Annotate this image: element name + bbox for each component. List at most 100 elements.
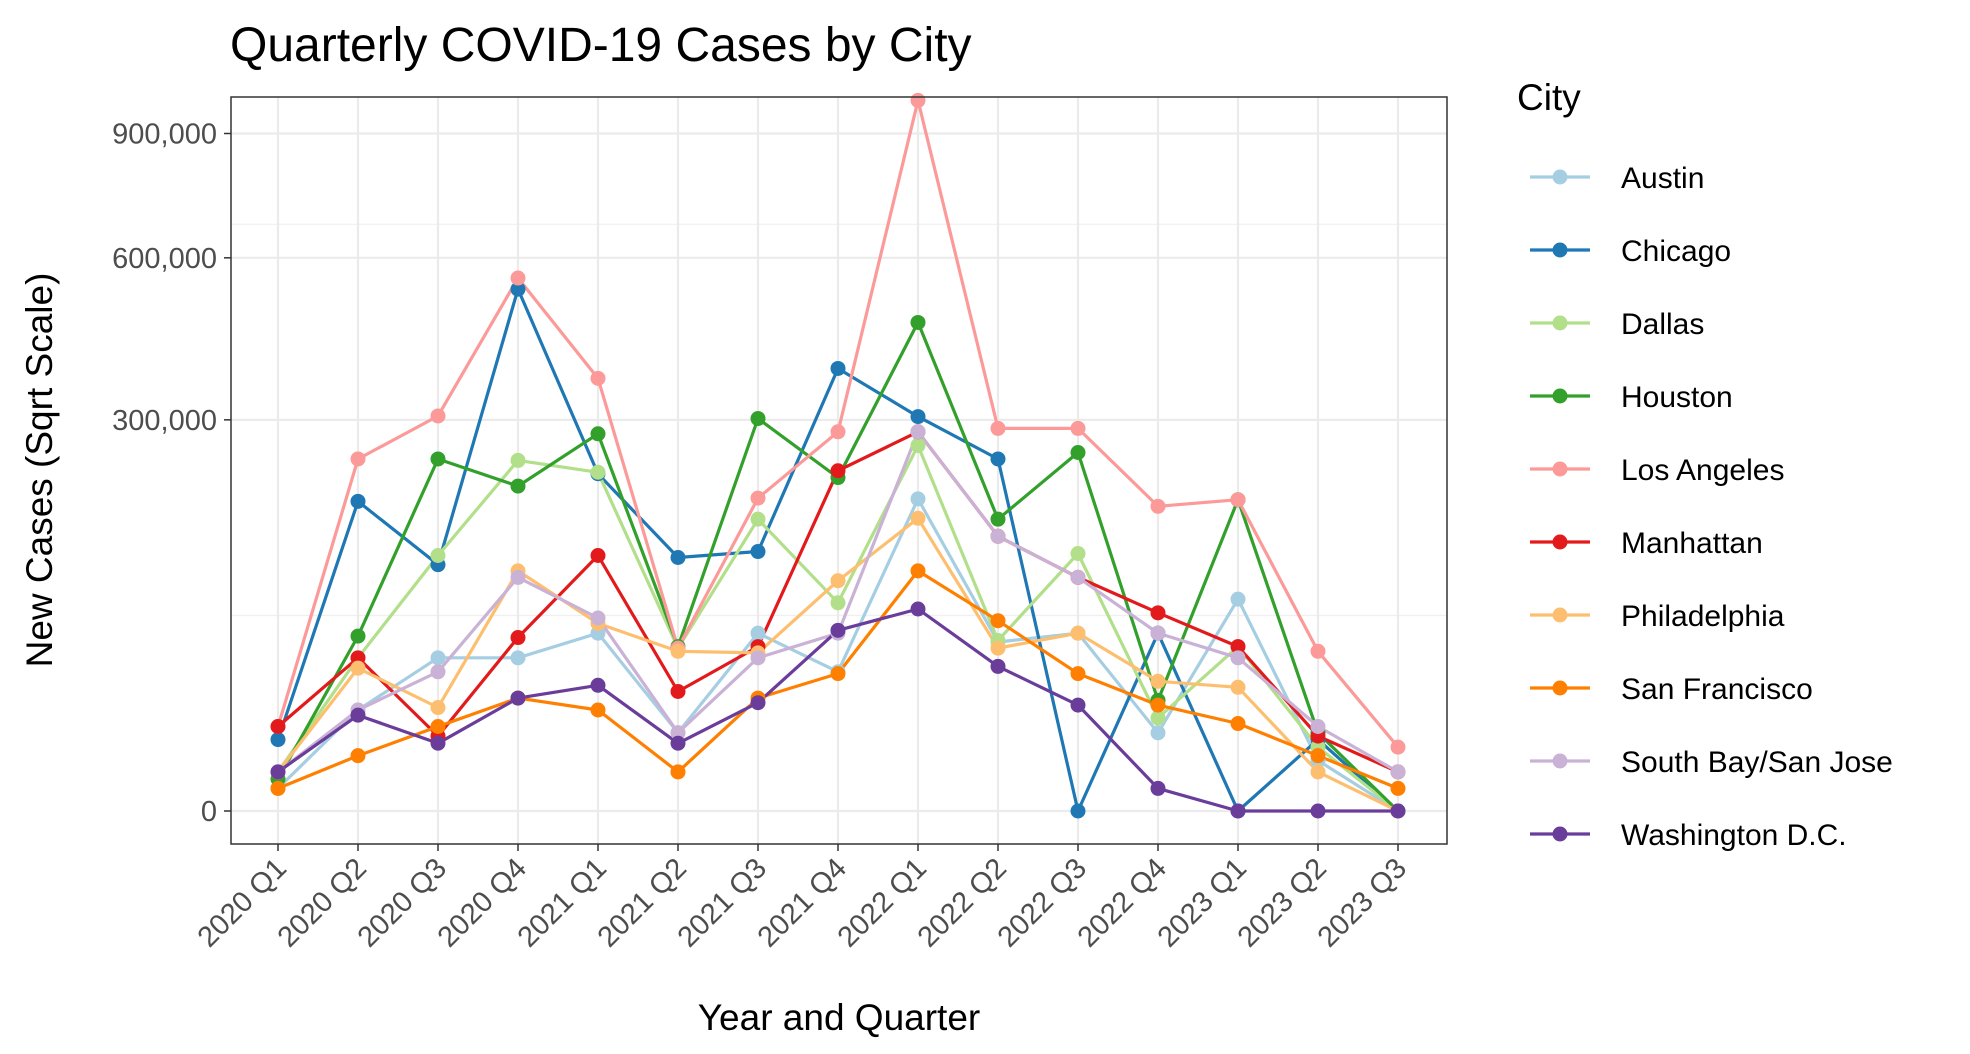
data-point — [510, 281, 526, 297]
data-point — [1230, 591, 1246, 607]
data-point — [830, 595, 846, 611]
legend-key-point — [1552, 680, 1568, 696]
legend-key-point — [1552, 826, 1568, 842]
legend-label: Austin — [1621, 162, 1704, 195]
data-point — [990, 451, 1006, 467]
data-point — [1230, 679, 1246, 695]
data-point — [670, 735, 686, 751]
data-point — [750, 695, 766, 711]
data-point — [1310, 748, 1326, 764]
legend-label: Washington D.C. — [1621, 819, 1847, 852]
legend-key-point — [1552, 388, 1568, 404]
x-axis-title: Year and Quarter — [698, 997, 981, 1038]
data-point — [670, 725, 686, 741]
data-point — [1390, 739, 1406, 755]
legend-key-point — [1552, 607, 1568, 623]
data-point — [990, 658, 1006, 674]
data-point — [590, 547, 606, 563]
panel-border — [230, 96, 1448, 845]
legend-label: Dallas — [1621, 308, 1704, 341]
data-point — [1230, 803, 1246, 819]
data-point — [510, 270, 526, 286]
legend-label: Philadelphia — [1621, 600, 1785, 633]
data-point — [590, 464, 606, 480]
y-tick-label: 0 — [201, 796, 217, 828]
data-point — [670, 764, 686, 780]
data-point — [1150, 725, 1166, 741]
data-point — [1230, 492, 1246, 508]
data-point — [910, 409, 926, 425]
data-point — [430, 664, 446, 680]
data-point — [1150, 780, 1166, 796]
data-point — [430, 735, 446, 751]
data-point — [990, 613, 1006, 629]
data-point — [510, 569, 526, 585]
data-point — [830, 622, 846, 638]
data-point — [590, 677, 606, 693]
data-point — [350, 707, 366, 723]
data-point — [510, 630, 526, 646]
legend-label: Chicago — [1621, 235, 1731, 268]
y-axis-title: New Cases (Sqrt Scale) — [19, 273, 60, 668]
legend-label: South Bay/San Jose — [1621, 746, 1893, 779]
data-point — [430, 547, 446, 563]
data-point — [830, 573, 846, 589]
data-point — [1230, 639, 1246, 655]
data-point — [910, 601, 926, 617]
data-point — [1070, 803, 1086, 819]
data-point — [910, 424, 926, 440]
data-point — [1150, 710, 1166, 726]
legend-key-point — [1552, 315, 1568, 331]
data-point — [510, 650, 526, 666]
data-point — [910, 314, 926, 330]
legend-label: Los Angeles — [1621, 454, 1784, 487]
data-point — [750, 511, 766, 527]
data-point — [590, 370, 606, 386]
data-point — [830, 360, 846, 376]
data-point — [270, 764, 286, 780]
data-point — [1070, 666, 1086, 682]
y-tick-label: 900,000 — [112, 119, 217, 151]
data-point — [430, 408, 446, 424]
data-point — [750, 411, 766, 427]
data-point — [1310, 719, 1326, 735]
data-point — [430, 451, 446, 467]
chart-title: Quarterly COVID-19 Cases by City — [230, 19, 972, 72]
data-point — [1070, 697, 1086, 713]
legend-key-point — [1552, 753, 1568, 769]
data-point — [830, 666, 846, 682]
legend-key-point — [1552, 534, 1568, 550]
data-point — [590, 426, 606, 442]
data-point — [1310, 803, 1326, 819]
data-point — [910, 491, 926, 507]
data-point — [1150, 673, 1166, 689]
legend-title: City — [1517, 77, 1581, 118]
data-point — [1150, 605, 1166, 621]
data-point — [670, 684, 686, 700]
legend-label: San Francisco — [1621, 673, 1813, 706]
data-point — [1230, 650, 1246, 666]
data-point — [830, 463, 846, 479]
data-point — [510, 452, 526, 468]
legend-label: Houston — [1621, 381, 1733, 414]
data-point — [750, 650, 766, 666]
y-tick-label: 600,000 — [112, 243, 217, 275]
data-point — [1310, 643, 1326, 659]
data-point — [990, 528, 1006, 544]
data-point — [1310, 764, 1326, 780]
data-point — [1150, 697, 1166, 713]
data-point — [1150, 625, 1166, 641]
plot-panel — [230, 92, 1448, 845]
data-point — [910, 92, 926, 108]
data-point — [1390, 803, 1406, 819]
x-tick-label: 2023 Q3 — [1312, 852, 1413, 953]
data-point — [430, 650, 446, 666]
y-axis: 0 300,000 600,000 900,000 — [112, 119, 231, 828]
data-point — [350, 451, 366, 467]
data-point — [270, 732, 286, 748]
data-point — [910, 510, 926, 526]
data-point — [270, 719, 286, 735]
data-point — [1230, 716, 1246, 732]
data-point — [670, 550, 686, 566]
data-point — [990, 640, 1006, 656]
